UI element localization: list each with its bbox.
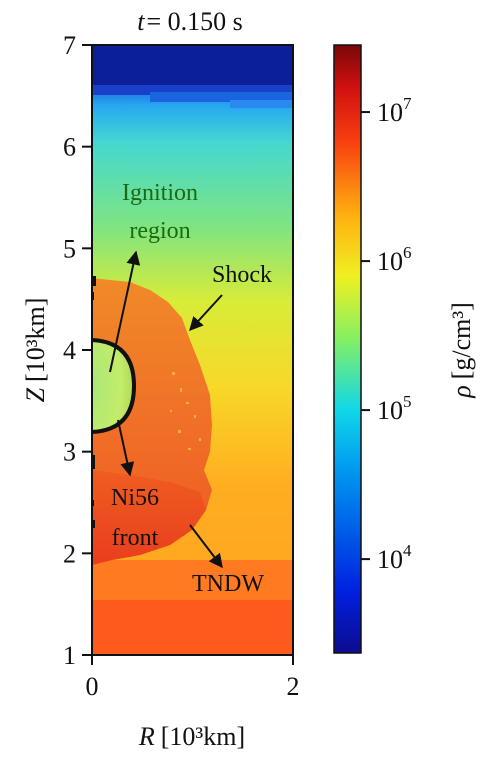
annotation-shock: Shock (212, 262, 272, 288)
arrow-shock (189, 294, 223, 332)
annotation-ni56-line2: front (112, 525, 159, 551)
colorbar (333, 44, 362, 654)
x-axis-label: R [10³km] (138, 722, 245, 751)
y-tick-label: 5 (63, 234, 76, 263)
ignition-region (92, 340, 134, 432)
chart-title: t= 0.150 s (137, 7, 243, 36)
tndw-region (92, 470, 206, 565)
colorbar-label: ρ[g/cm³] (447, 302, 476, 399)
y-axis: 1 2 3 4 5 6 7 (63, 31, 92, 670)
colorbar-tick-label: 105 (377, 392, 412, 425)
y-axis-label: Z[10³km] (21, 298, 50, 403)
y-tick-label: 3 (63, 438, 76, 467)
y-tick-label: 2 (63, 539, 76, 568)
annotation-tndw: TNDW (192, 571, 264, 597)
annotations: Ignition region Shock Ni56 front TNDW (109, 180, 272, 597)
ni56-front (92, 338, 137, 434)
y-tick-label: 4 (63, 336, 76, 365)
annotation-ignition-line1: Ignition (122, 180, 198, 206)
density-field (92, 45, 293, 655)
y-tick-label: 7 (63, 31, 76, 60)
x-tick-label: 0 (86, 672, 99, 701)
arrow-ignition (109, 250, 141, 373)
colorbar-ticks: 104 105 106 107 (361, 94, 412, 574)
y-tick-label: 6 (63, 133, 76, 162)
x-tick-label: 2 (287, 672, 300, 701)
y-tick-label: 1 (63, 641, 76, 670)
arrow-tndw (189, 524, 223, 569)
colorbar-tick-label: 104 (377, 541, 412, 574)
colorbar-tick-label: 106 (377, 243, 412, 276)
arrow-ni56 (117, 419, 135, 477)
colorbar-tick-label: 107 (377, 94, 412, 127)
annotation-ni56-line1: Ni56 (111, 485, 159, 511)
annotation-ignition-line2: region (129, 218, 190, 244)
